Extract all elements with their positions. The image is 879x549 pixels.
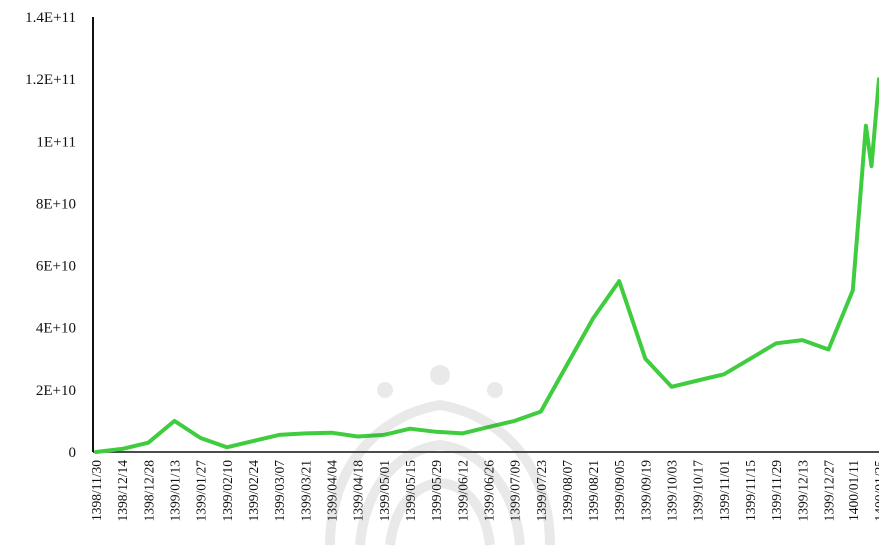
x-tick-label: 1398/12/28	[141, 460, 156, 522]
x-tick-label: 1399/04/18	[351, 460, 366, 522]
y-tick-label: 6E+10	[36, 259, 76, 275]
x-tick-label: 1399/04/04	[324, 460, 339, 522]
watermark-logo	[325, 365, 555, 546]
x-tick-label: 1399/06/12	[455, 460, 470, 522]
data-point	[173, 419, 176, 423]
data-point	[670, 385, 674, 389]
y-axis-ticks: 0 2E+10 4E+10 6E+10 8E+10 1E+11 1.2E+11 1.4E+11	[25, 10, 76, 461]
x-tick-label: 1399/06/26	[481, 460, 496, 522]
x-tick-label: 1399/02/24	[246, 460, 261, 522]
data-point	[251, 439, 255, 443]
data-point	[774, 341, 778, 345]
data-point	[513, 419, 517, 423]
x-tick-label: 1399/09/05	[612, 460, 627, 522]
x-tick-label: 1399/12/27	[822, 460, 837, 522]
data-point	[382, 433, 386, 437]
data-point	[146, 441, 150, 445]
data-point	[696, 379, 700, 382]
x-tick-label: 1399/03/21	[298, 460, 313, 522]
x-tick-label: 1399/11/15	[743, 460, 758, 521]
x-tick-label: 1399/05/01	[377, 460, 392, 522]
data-point	[827, 348, 830, 351]
x-tick-label: 1399/08/07	[560, 460, 575, 522]
data-point	[330, 431, 333, 435]
y-tick-label: 0	[69, 445, 77, 461]
data-point	[277, 433, 281, 437]
y-tick-label: 1.2E+11	[25, 72, 76, 88]
y-tick-label: 1.4E+11	[25, 10, 76, 26]
x-tick-label: 1399/12/13	[795, 460, 810, 522]
data-point	[356, 435, 360, 438]
x-tick-label: 1399/01/27	[194, 460, 209, 522]
x-tick-label: 1399/09/19	[638, 460, 653, 522]
data-point	[800, 338, 804, 342]
x-tick-label: 1399/05/15	[403, 460, 418, 522]
x-tick-label: 1399/07/23	[534, 460, 549, 522]
x-tick-label: 1399/05/29	[429, 460, 444, 522]
x-tick-label: 1399/03/07	[272, 460, 287, 522]
data-point	[225, 445, 229, 449]
data-point	[565, 363, 569, 367]
x-tick-label: 1399/02/10	[220, 460, 235, 522]
x-tick-label: 1399/07/09	[508, 460, 523, 522]
data-point	[851, 288, 855, 292]
data-point	[94, 450, 98, 454]
x-tick-label: 1399/08/21	[586, 460, 601, 522]
data-point	[591, 316, 595, 320]
data-point	[434, 430, 438, 434]
y-tick-label: 1E+11	[36, 134, 76, 150]
x-tick-label: 1400/01/25	[872, 460, 879, 522]
y-tick-label: 2E+10	[36, 383, 76, 399]
x-tick-label: 1399/11/29	[769, 460, 784, 521]
x-tick-label: 1399/01/13	[167, 460, 182, 522]
x-tick-label: 1399/10/03	[665, 460, 680, 522]
data-point	[199, 436, 203, 440]
data-point	[460, 431, 464, 435]
x-tick-label: 1399/11/01	[717, 460, 732, 521]
data-point	[408, 427, 412, 431]
data-point	[486, 425, 490, 429]
data-point	[722, 372, 726, 376]
y-tick-label: 4E+10	[36, 321, 76, 337]
data-point	[617, 279, 621, 283]
x-tick-label: 1399/10/17	[691, 460, 706, 522]
y-tick-label: 8E+10	[36, 196, 76, 212]
data-point	[643, 357, 647, 361]
data-point	[870, 164, 873, 168]
x-tick-label: 1398/12/14	[115, 460, 130, 522]
data-point	[539, 410, 543, 414]
x-tick-label: 1398/11/30	[89, 460, 104, 521]
data-point	[120, 447, 124, 451]
x-axis-ticks: 1398/11/30 1398/12/14 1398/12/28 1399/01/13…	[89, 460, 879, 522]
data-point	[748, 357, 752, 361]
x-tick-label: 1400/01/11	[846, 460, 861, 521]
data-point	[864, 124, 868, 128]
data-point	[303, 431, 307, 435]
